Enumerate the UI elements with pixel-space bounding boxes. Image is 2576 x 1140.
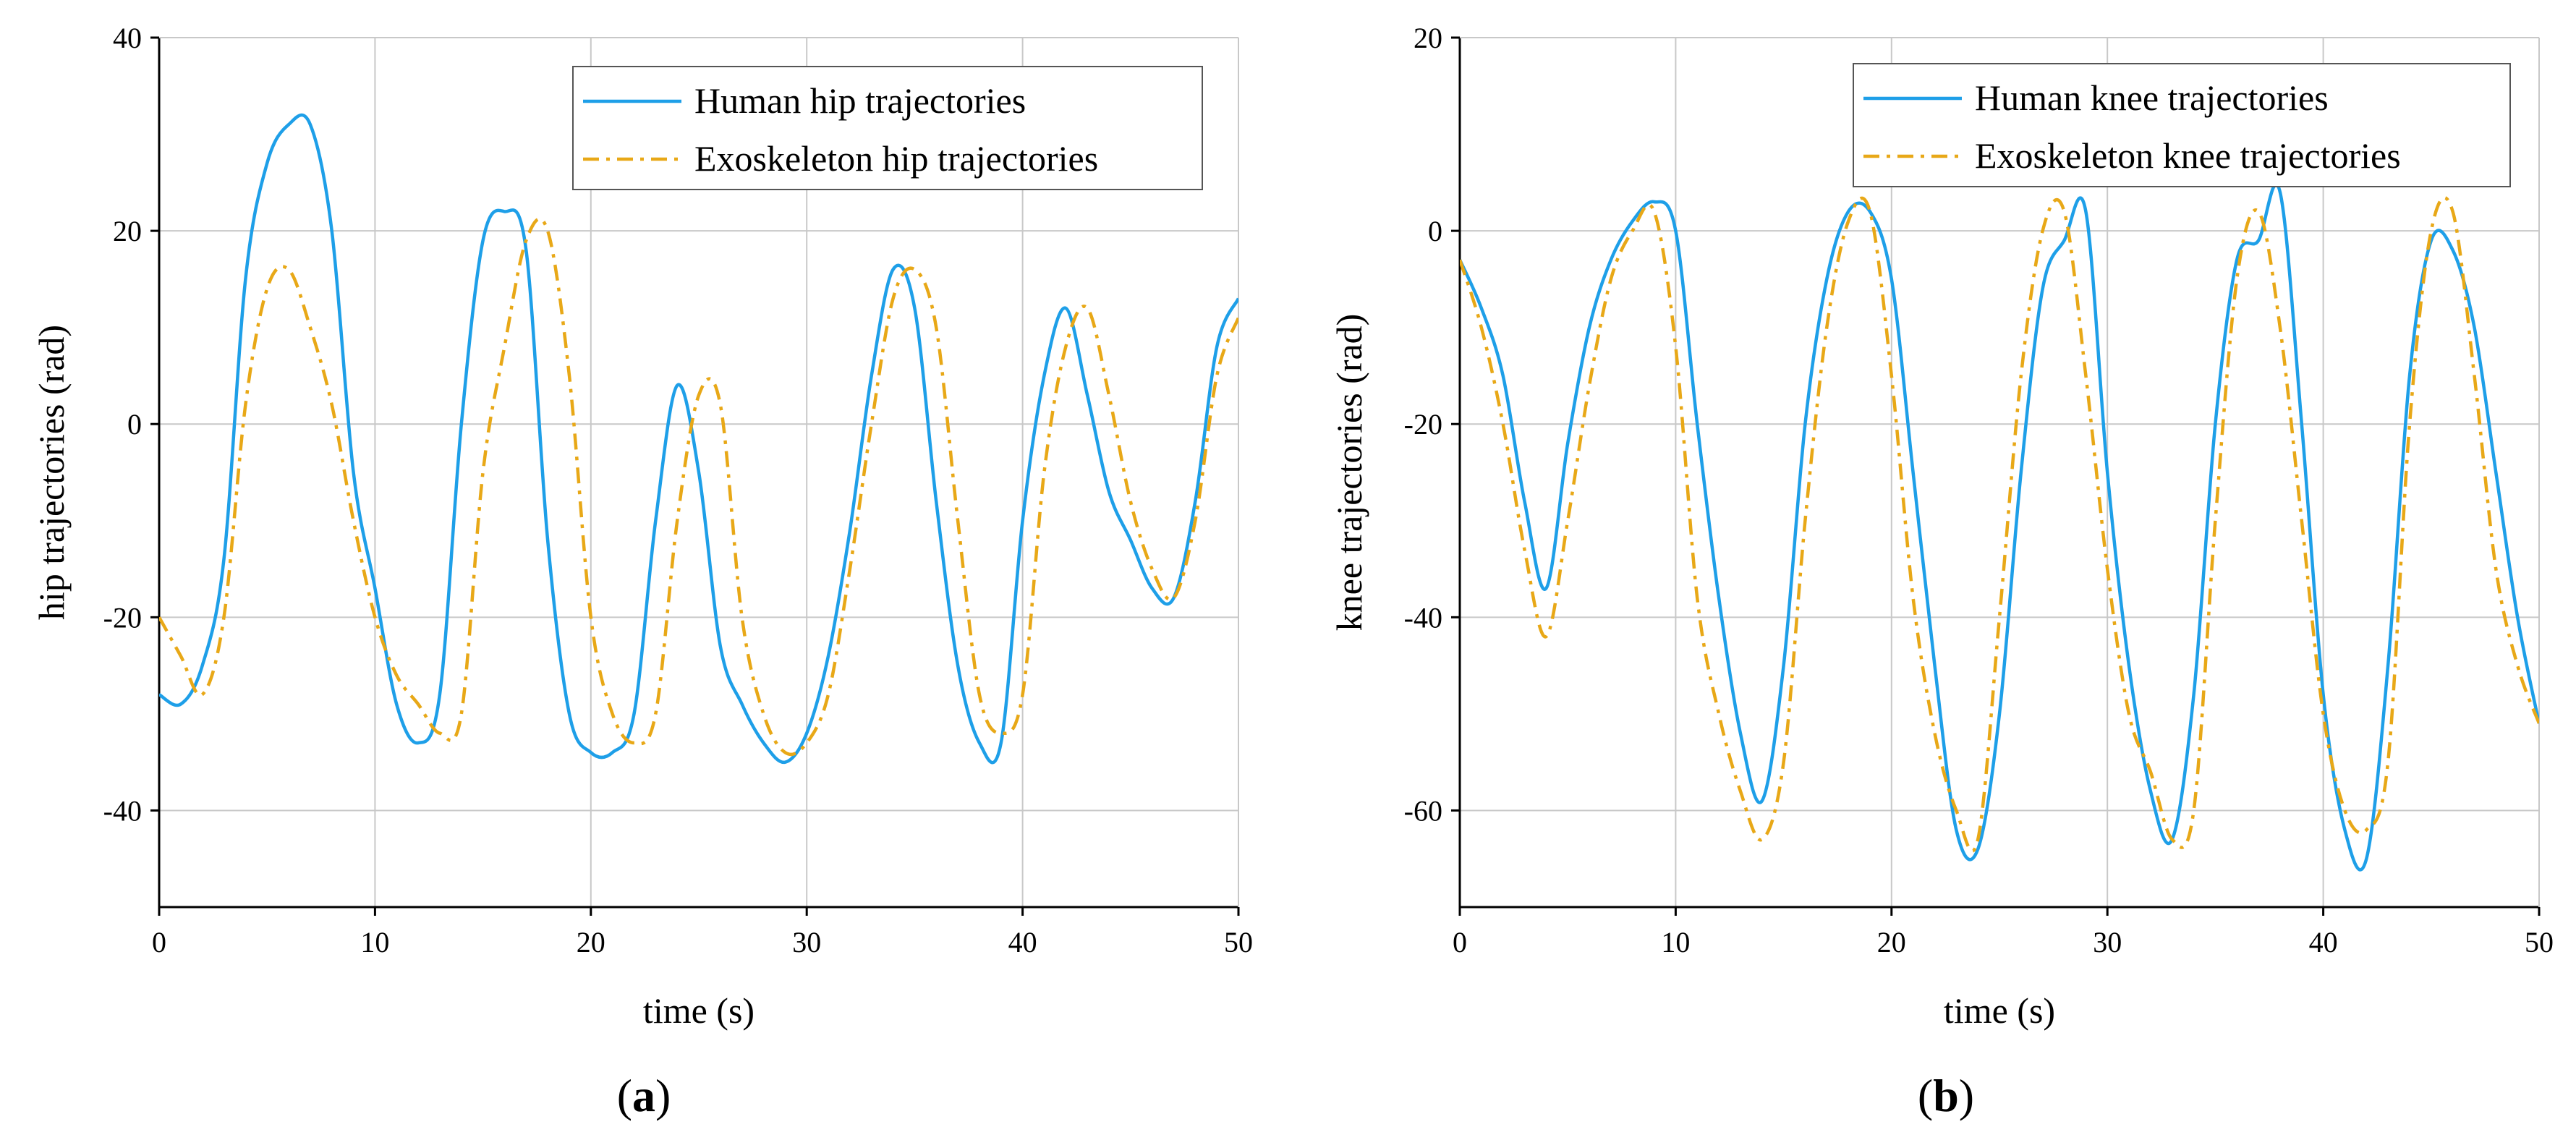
panel-b-ytick-label--60: -60: [1404, 794, 1442, 827]
panel-a-ytick-label-0: 0: [127, 408, 142, 441]
panel-b-legend-label-human: Human knee trajectories: [1975, 77, 2329, 118]
panel-b-legend-box: [1853, 63, 2511, 187]
panel-a-label-close: ): [655, 1070, 671, 1121]
panel-b-label-letter: b: [1933, 1070, 1959, 1121]
panel-a-label-letter: a: [632, 1070, 655, 1121]
panel-a-xtick-label-10: 10: [360, 926, 389, 958]
panel-a-xtick-label-0: 0: [152, 926, 166, 958]
panel-b-legend: Human knee trajectories Exoskeleton knee …: [1853, 63, 2511, 187]
panel-a-ytick-label-20: 20: [113, 215, 142, 247]
panel-b-ylabel: knee trajectories (rad): [1329, 314, 1369, 631]
panel-a-ytick-label--20: -20: [103, 601, 142, 634]
panel-a-xlabel: time (s): [643, 990, 754, 1031]
panel-a-ytick-label--40: -40: [103, 794, 142, 827]
panel-b-label-close: ): [1959, 1070, 1974, 1121]
panel-b-xtick-label-30: 30: [2093, 926, 2122, 958]
panel-b-legend-label-exoskeleton: Exoskeleton knee trajectories: [1975, 135, 2401, 176]
panel-a-chart: 0 10 20 30 40 50 -40 -20 0 20 40 time (s) hip trajec…: [31, 22, 1253, 1121]
panel-b-xtick-label-50: 50: [2525, 926, 2554, 958]
panel-a-label: (a): [617, 1070, 671, 1121]
panel-b-xtick-label-20: 20: [1877, 926, 1906, 958]
panel-b-series-exoskeleton-line: [1460, 196, 2539, 853]
panel-a-legend-label-human: Human hip trajectories: [694, 80, 1026, 121]
panel-a-xtick-label-20: 20: [577, 926, 605, 958]
panel-b-ytick-label-0: 0: [1428, 215, 1442, 247]
panel-a-legend-label-exoskeleton: Exoskeleton hip trajectories: [694, 138, 1098, 179]
panel-a-xtick-label-40: 40: [1008, 926, 1037, 958]
panel-b-ytick-label--40: -40: [1404, 601, 1442, 634]
panel-a-ylabel: hip trajectories (rad): [31, 325, 72, 620]
panel-b-chart: 0 10 20 30 40 50 -60 -40 -20 0 20 time (s) knee traj…: [1329, 22, 2554, 1121]
panel-b-ytick-label--20: -20: [1404, 408, 1442, 441]
panel-a-xtick-label-50: 50: [1224, 926, 1253, 958]
panel-b-xlabel: time (s): [1944, 990, 2055, 1031]
panel-b-series-human-line: [1460, 182, 2539, 872]
panel-a-legend: Human hip trajectories Exoskeleton hip tr…: [572, 66, 1203, 190]
panel-a-label-open: (: [617, 1070, 632, 1121]
panel-b-label-open: (: [1918, 1070, 1933, 1121]
panel-a-xtick-label-30: 30: [792, 926, 821, 958]
panel-a-series-exoskeleton-line: [159, 217, 1238, 757]
panel-b-xtick-label-0: 0: [1453, 926, 1467, 958]
panel-b-ytick-label-20: 20: [1414, 22, 1442, 54]
panel-b-xtick-label-40: 40: [2309, 926, 2338, 958]
panel-a-ytick-label-40: 40: [113, 22, 142, 54]
panel-a-legend-box: [572, 66, 1203, 190]
panel-a-series-human-line: [159, 113, 1238, 765]
panel-b-xtick-label-10: 10: [1661, 926, 1690, 958]
panel-b-label: (b): [1918, 1070, 1974, 1121]
